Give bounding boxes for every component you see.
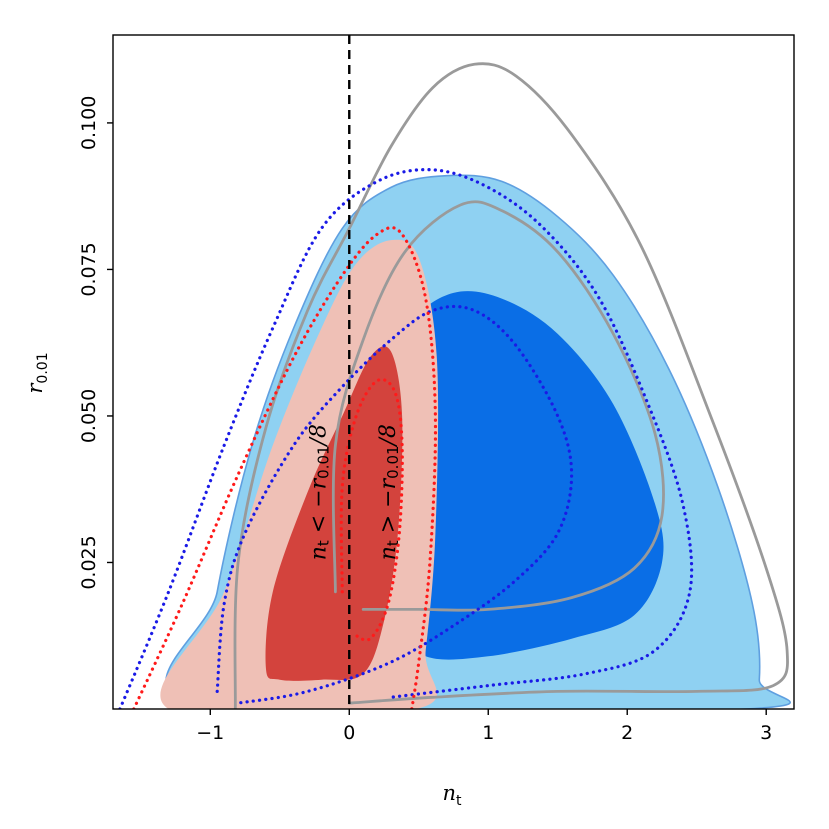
y-axis-ticks: 0.025 0.050 0.075 0.100 <box>78 96 113 590</box>
y-axis-label-sub: 0.01 <box>35 352 51 383</box>
contour-gray-outer <box>233 62 789 709</box>
y-tick-label: 0.075 <box>78 242 100 296</box>
annotation-right: nt > −r0.01/8 <box>376 424 403 560</box>
annotation-left: nt < −r0.01/8 <box>306 424 333 560</box>
y-axis-label-main: r <box>23 382 47 394</box>
y-tick-label: 0.100 <box>78 96 100 150</box>
x-tick-label: 0 <box>343 722 355 744</box>
x-axis-ticks: −1 0 1 2 3 <box>196 709 772 744</box>
contour-red-dotted-inner <box>339 377 404 642</box>
y-tick-label: 0.025 <box>78 535 100 589</box>
y-axis-label: r0.01 <box>23 352 51 393</box>
x-tick-label: 2 <box>621 722 633 744</box>
plot-frame <box>112 34 795 710</box>
contour-series <box>118 62 791 709</box>
x-tick-label: −1 <box>196 722 224 744</box>
x-tick-label: 1 <box>482 722 494 744</box>
x-axis-label-sub: t <box>456 793 462 809</box>
contour-blue-dotted-inner <box>215 304 574 705</box>
contour-gray-inner <box>331 200 665 612</box>
x-axis-label: nt <box>442 781 462 809</box>
y-tick-label: 0.050 <box>78 389 100 443</box>
region-annotations: nt < −r0.01/8 nt > −r0.01/8 <box>306 424 402 560</box>
x-tick-label: 3 <box>760 722 772 744</box>
x-axis-label-main: n <box>442 781 456 805</box>
contour-blue-dotted-outer <box>118 168 694 709</box>
contour-red-dotted-outer <box>132 226 438 709</box>
contour-blue-filled-inner <box>381 291 664 660</box>
